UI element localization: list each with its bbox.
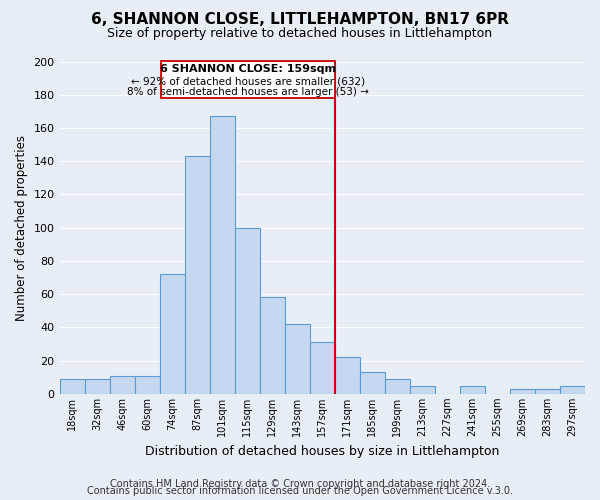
Bar: [310, 342, 335, 394]
Text: ← 92% of detached houses are smaller (632): ← 92% of detached houses are smaller (63…: [131, 76, 365, 86]
X-axis label: Distribution of detached houses by size in Littlehampton: Distribution of detached houses by size …: [145, 444, 499, 458]
Text: Contains HM Land Registry data © Crown copyright and database right 2024.: Contains HM Land Registry data © Crown c…: [110, 479, 490, 489]
Bar: [134, 376, 160, 394]
Bar: [385, 379, 410, 394]
Bar: [160, 274, 185, 394]
Bar: [185, 156, 209, 394]
Y-axis label: Number of detached properties: Number of detached properties: [15, 134, 28, 320]
Bar: [235, 228, 260, 394]
Bar: [360, 372, 385, 394]
Bar: [560, 386, 585, 394]
Bar: [535, 389, 560, 394]
Bar: [161, 62, 335, 98]
Bar: [110, 376, 134, 394]
Text: 6, SHANNON CLOSE, LITTLEHAMPTON, BN17 6PR: 6, SHANNON CLOSE, LITTLEHAMPTON, BN17 6P…: [91, 12, 509, 28]
Bar: [260, 298, 285, 394]
Bar: [59, 379, 85, 394]
Bar: [510, 389, 535, 394]
Text: Contains public sector information licensed under the Open Government Licence v.: Contains public sector information licen…: [87, 486, 513, 496]
Bar: [209, 116, 235, 394]
Bar: [335, 358, 360, 394]
Bar: [285, 324, 310, 394]
Text: 6 SHANNON CLOSE: 159sqm: 6 SHANNON CLOSE: 159sqm: [160, 64, 336, 74]
Text: Size of property relative to detached houses in Littlehampton: Size of property relative to detached ho…: [107, 28, 493, 40]
Text: 8% of semi-detached houses are larger (53) →: 8% of semi-detached houses are larger (5…: [127, 88, 369, 98]
Bar: [410, 386, 435, 394]
Bar: [460, 386, 485, 394]
Bar: [85, 379, 110, 394]
